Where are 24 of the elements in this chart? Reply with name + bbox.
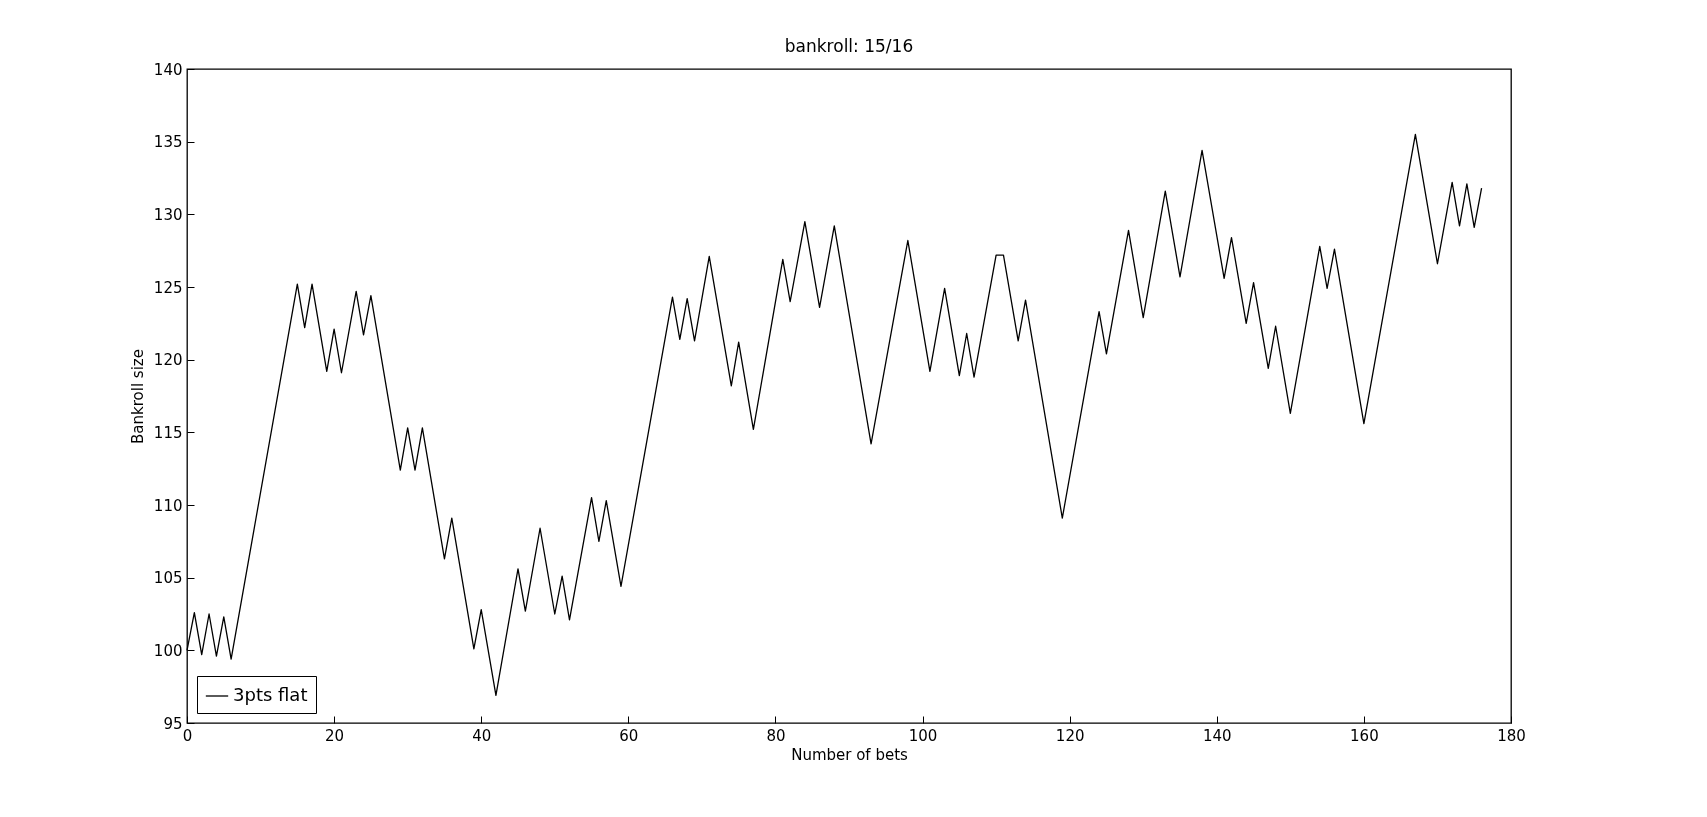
x-tick-label: 140 xyxy=(1202,726,1232,745)
x-tick-label: 60 xyxy=(619,726,639,745)
x-tick-label: 160 xyxy=(1350,726,1379,745)
x-tick-label: 120 xyxy=(1055,726,1085,745)
y-axis-title: Bankroll size xyxy=(128,349,147,444)
x-tick-label: 100 xyxy=(908,726,938,745)
y-tick-label: 125 xyxy=(153,278,183,297)
y-tick-label: 140 xyxy=(153,60,183,79)
x-axis-title: Number of bets xyxy=(791,745,909,764)
chart-title: bankroll: 15/16 xyxy=(784,36,914,56)
y-tick-label: 95 xyxy=(163,714,183,733)
y-tick-label: 120 xyxy=(153,351,183,370)
x-tick-label: 0 xyxy=(182,726,193,745)
x-tick-label: 40 xyxy=(472,726,492,745)
y-tick-label: 105 xyxy=(153,569,183,588)
y-tick-label: 130 xyxy=(153,205,183,224)
y-tick-label: 135 xyxy=(153,133,183,152)
x-tick-label: 180 xyxy=(1497,726,1526,745)
legend-label: 3pts flat xyxy=(233,684,308,705)
x-tick-label: 20 xyxy=(325,726,345,745)
y-tick-label: 100 xyxy=(153,641,183,660)
x-tick-label: 80 xyxy=(766,726,786,745)
y-tick-label: 110 xyxy=(153,496,183,515)
y-tick-label: 115 xyxy=(153,423,183,442)
